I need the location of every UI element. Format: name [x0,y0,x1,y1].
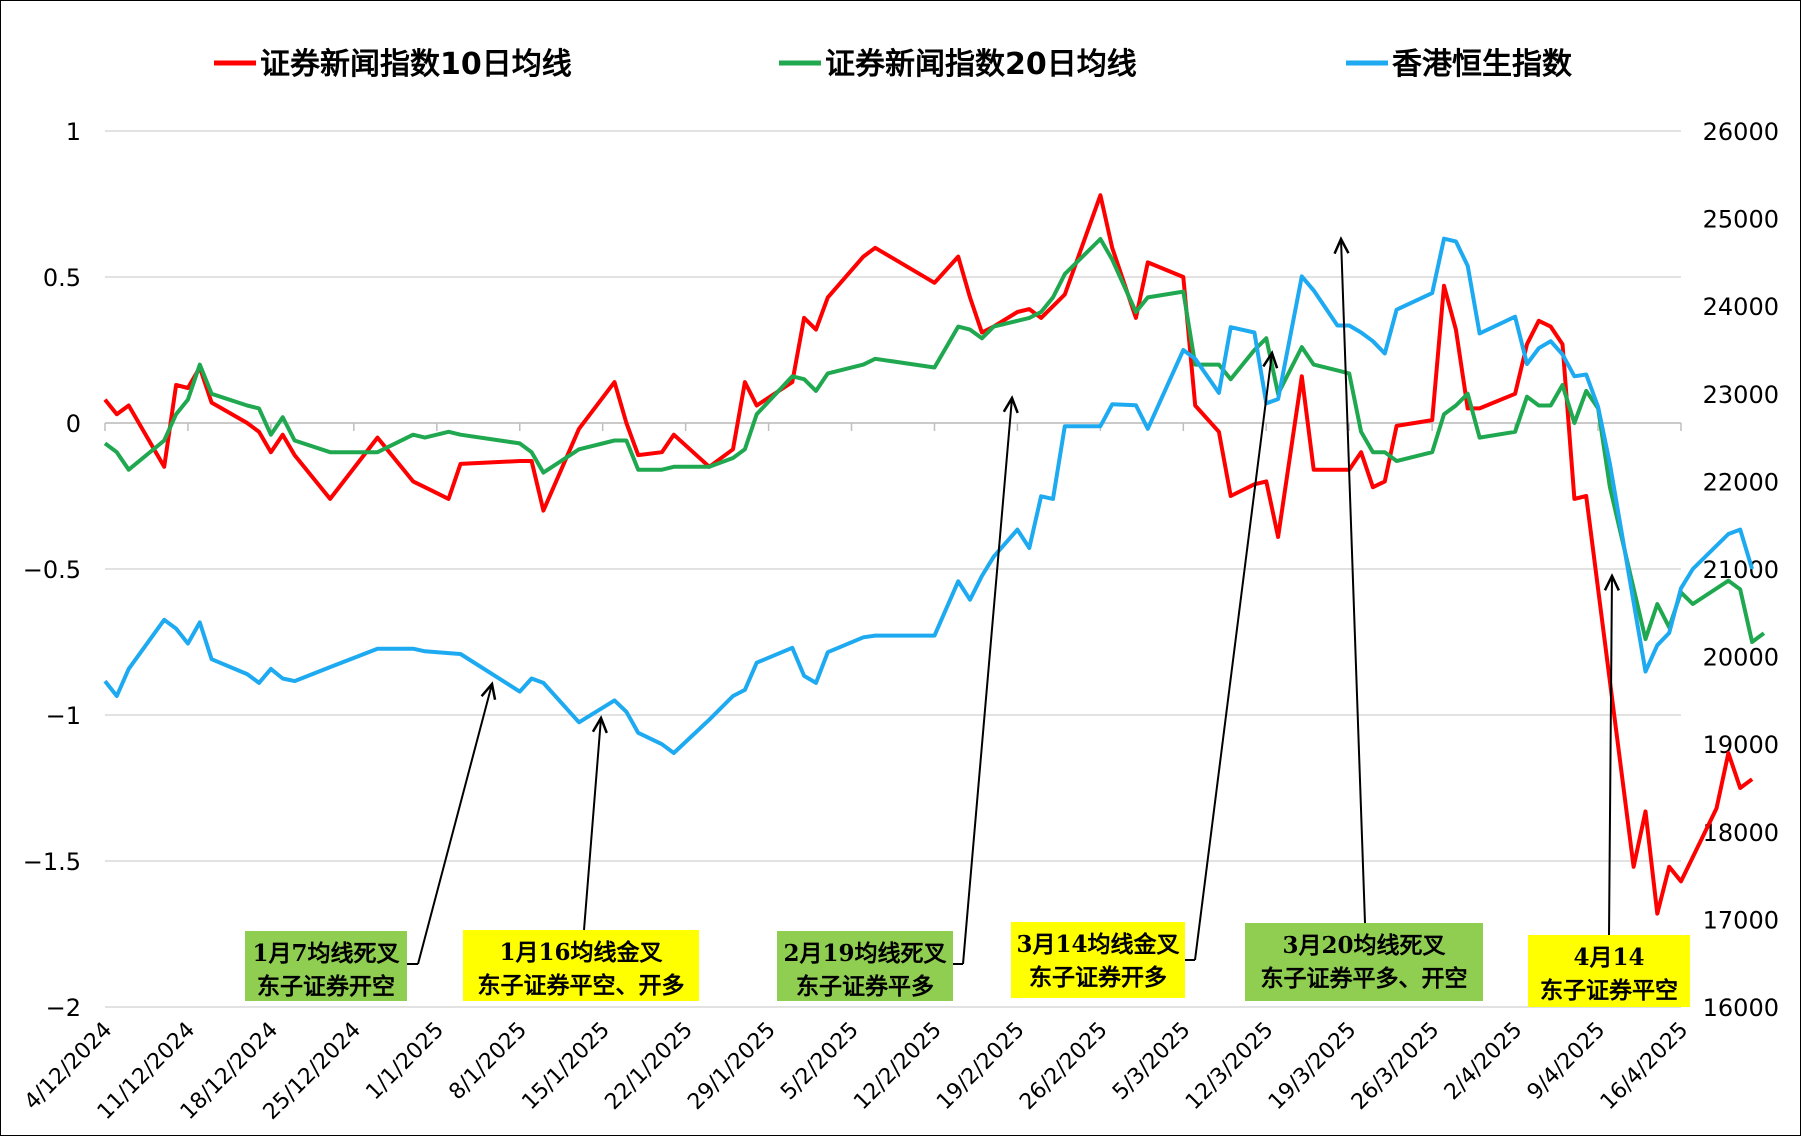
annotation-text: 2月19均线死叉 [783,940,946,967]
right-tick-label: 17000 [1703,906,1779,934]
annotation-arrow-line [1194,352,1273,961]
x-tick-label: 16/4/2025 [1596,1018,1693,1115]
series-line-3 [103,236,1755,755]
annotation-6: 4月14 东子证券平空 [1528,573,1690,1007]
annotation-text: 3月14均线金叉 [1016,931,1179,958]
annotation-text: 4月14 [1573,944,1644,971]
left-tick-label: −1.5 [23,848,81,876]
right-tick-label: 23000 [1703,381,1779,409]
annotation-text: 东子证券平空 [1540,977,1678,1004]
right-axis: 26000 25000 24000 23000 22000 21000 20000 19000… [1703,118,1779,1022]
legend-label: 证券新闻指数10日均线 [260,47,572,82]
annotation-arrowhead [1333,236,1350,255]
annotation-text: 东子证券开多 [1029,964,1167,991]
legend-label: 香港恒生指数 [1392,47,1573,82]
annotations: 1月7均线死叉东子证券开空1月16均线金叉东子证券平空、开多2月19均线死叉东子… [245,236,1690,1007]
x-tick-label: 29/1/2025 [683,1018,780,1115]
annotation-text: 3月20均线死叉 [1282,932,1445,959]
annotation-arrow-line [1608,575,1613,936]
right-tick-label: 25000 [1703,206,1779,234]
annotation-arrow-line [962,397,1013,965]
right-tick-label: 24000 [1703,293,1779,321]
series-lines [103,193,1766,916]
annotation-arrowhead [591,715,608,734]
left-axis: 1 0.5 0 −0.5 −1 −1.5 −2 [23,118,81,1022]
x-tick-label: 1/1/2025 [361,1018,449,1106]
x-tick-label: 12/3/2025 [1181,1018,1278,1115]
x-tick-label: 19/3/2025 [1264,1018,1361,1115]
x-tick-label: 19/2/2025 [932,1018,1029,1115]
annotation-box [777,931,953,1001]
x-tick-label: 8/1/2025 [444,1018,532,1106]
annotation-box [1528,935,1690,1007]
left-tick-label: −2 [46,994,81,1022]
annotation-arrowhead [1603,573,1620,591]
x-tick-label: 26/2/2025 [1015,1018,1112,1115]
left-tick-label: 0.5 [43,264,81,292]
annotation-text: 1月7均线死叉 [252,940,399,967]
left-tick-label: 1 [66,118,81,146]
annotation-arrow-line [1340,238,1366,924]
annotation-box [1245,923,1483,1001]
left-tick-label: −0.5 [23,556,81,584]
annotation-arrowhead [480,681,497,700]
right-tick-label: 21000 [1703,556,1779,584]
annotation-box [1011,922,1185,998]
x-tick-label: 26/3/2025 [1347,1018,1444,1115]
legend-label: 证券新闻指数20日均线 [825,47,1137,82]
annotation-text: 东子证券平多 [796,973,934,1000]
annotation-text: 东子证券平空、开多 [478,972,685,999]
x-tick-label: 9/4/2025 [1523,1018,1611,1106]
right-tick-label: 18000 [1703,819,1779,847]
annotation-arrow-line [417,683,493,965]
left-tick-label: 0 [66,410,81,438]
annotation-arrowhead [1002,395,1019,414]
x-tick-label: 2/4/2025 [1440,1018,1528,1106]
annotation-box [463,930,699,1001]
annotation-text: 1月16均线金叉 [499,939,662,966]
x-tick-label: 5/2/2025 [776,1018,864,1106]
legend: 证券新闻指数10日均线 证券新闻指数20日均线 香港恒生指数 [214,47,1573,82]
left-tick-label: −1 [46,702,81,730]
annotation-box [245,931,407,1001]
right-tick-label: 16000 [1703,994,1779,1022]
right-tick-label: 22000 [1703,468,1779,496]
annotation-text: 东子证券平多、开空 [1261,965,1468,992]
series-line-2 [103,237,1766,644]
x-tick-label: 15/1/2025 [517,1018,614,1115]
x-tick-label: 5/3/2025 [1108,1018,1196,1106]
gridlines [105,130,1681,1008]
right-tick-label: 26000 [1703,118,1779,146]
annotation-arrowhead [1262,350,1279,369]
annotation-text: 东子证券开空 [257,973,395,1000]
annotation-arrow-line [583,717,602,931]
right-tick-label: 19000 [1703,731,1779,759]
x-axis: 4/12/202411/12/202418/12/202425/12/20241… [20,422,1693,1125]
right-tick-label: 20000 [1703,644,1779,672]
x-tick-label: 22/1/2025 [600,1018,697,1115]
x-tick-label: 12/2/2025 [849,1018,946,1115]
series-line-1 [103,193,1754,916]
